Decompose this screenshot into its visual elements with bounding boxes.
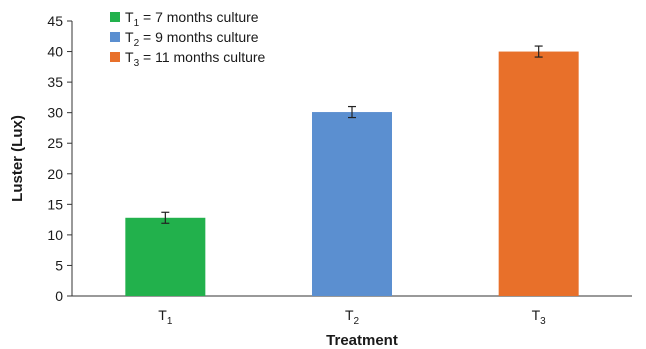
y-tick-label: 25 bbox=[47, 135, 63, 151]
legend-swatch-T3 bbox=[110, 52, 120, 62]
x-tick-label-T2-subscript: 2 bbox=[354, 316, 360, 327]
y-tick-label: 0 bbox=[55, 288, 63, 304]
legend-label-T1-text: = 7 months culture bbox=[139, 9, 259, 25]
legend-label-T2-subscript: 2 bbox=[134, 38, 140, 49]
y-tick-label: 30 bbox=[47, 105, 63, 121]
bars bbox=[125, 45, 579, 296]
x-tick-label-T3: T3 bbox=[532, 307, 547, 327]
error-bar-T2 bbox=[348, 105, 356, 119]
legend-label-T3: T3 = 11 months culture bbox=[125, 49, 266, 69]
x-axis-title: Treatment bbox=[326, 332, 398, 349]
legend-label-T2-text: = 9 months culture bbox=[139, 29, 259, 45]
y-axis: 0 5 10 15 20 25 30 35 40 45 bbox=[47, 13, 73, 304]
legend-label-T2: T2 = 9 months culture bbox=[125, 29, 259, 49]
legend-label-T2-base: T bbox=[125, 29, 134, 45]
legend-label-T1-base: T bbox=[125, 9, 134, 25]
y-tick-label: 5 bbox=[55, 257, 63, 273]
x-tick-label-T3-subscript: 3 bbox=[540, 316, 546, 327]
legend-label-T3-subscript: 3 bbox=[134, 58, 140, 69]
bar-T2 bbox=[312, 112, 392, 296]
legend-label-T3-text: = 11 months culture bbox=[139, 49, 265, 65]
legend-label-T3-base: T bbox=[125, 49, 134, 65]
y-tick-label: 45 bbox=[47, 13, 63, 29]
y-tick-label: 35 bbox=[47, 74, 63, 90]
error-bar-T1 bbox=[161, 211, 170, 224]
y-tick-label: 20 bbox=[47, 166, 63, 182]
legend-label-T1-subscript: 1 bbox=[134, 18, 140, 29]
x-tick-label-T1-subscript: 1 bbox=[167, 316, 173, 327]
x-tick-label-T1-base: T bbox=[158, 307, 167, 323]
error-bar-T3 bbox=[534, 45, 543, 58]
legend-label-T1: T1 = 7 months culture bbox=[125, 9, 259, 29]
legend-swatch-T2 bbox=[110, 32, 120, 42]
y-tick-label: 10 bbox=[47, 227, 63, 243]
y-tick-label: 40 bbox=[47, 44, 63, 60]
x-tick-label-T2: T2 bbox=[345, 307, 360, 327]
legend-swatch-T1 bbox=[110, 12, 120, 22]
bar-T3 bbox=[498, 51, 579, 296]
x-tick-label-T3-base: T bbox=[532, 307, 541, 323]
y-tick-label: 15 bbox=[47, 196, 63, 212]
y-axis-title: Luster (Lux) bbox=[9, 115, 26, 202]
x-tick-label-T2-base: T bbox=[345, 307, 354, 323]
x-tick-label-T1: T1 bbox=[158, 307, 173, 327]
bar-T1 bbox=[125, 217, 206, 296]
x-axis: T1 T2 T3 bbox=[72, 295, 632, 327]
